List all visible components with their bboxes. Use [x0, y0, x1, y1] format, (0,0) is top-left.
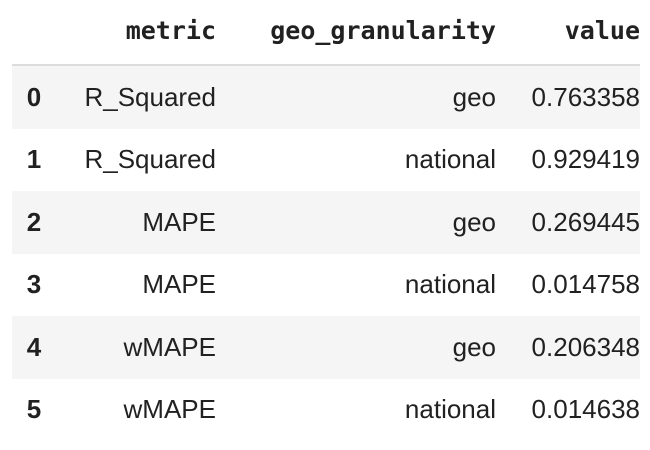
table-row: 4 wMAPE geo 0.206348	[12, 316, 640, 379]
header-geo-granularity: geo_granularity	[216, 0, 496, 66]
header-row: metric geo_granularity value	[12, 0, 640, 66]
table-row: 5 wMAPE national 0.014638	[12, 379, 640, 442]
cell-value: 0.206348	[531, 331, 640, 362]
header-metric: metric	[56, 0, 216, 66]
cell-metric: R_Squared	[84, 81, 216, 112]
row-index: 4	[26, 331, 42, 362]
table-row: 1 R_Squared national 0.929419	[12, 129, 640, 192]
cell-metric: R_Squared	[84, 144, 216, 175]
cell-metric: MAPE	[142, 269, 216, 300]
cell-value: 0.763358	[531, 81, 640, 112]
row-index: 1	[26, 144, 42, 175]
table-row: 0 R_Squared geo 0.763358	[12, 65, 640, 129]
cell-geo-granularity: national	[404, 269, 496, 300]
cell-metric: wMAPE	[123, 394, 216, 425]
cell-geo-granularity: geo	[452, 81, 496, 112]
cell-geo-granularity: geo	[452, 331, 496, 362]
cell-metric: wMAPE	[123, 331, 216, 362]
row-index: 2	[26, 206, 42, 237]
cell-metric: MAPE	[142, 206, 216, 237]
dataframe-table: metric geo_granularity value 0 R_Squared g…	[12, 0, 640, 441]
cell-value: 0.014758	[531, 269, 640, 300]
header-value: value	[496, 0, 640, 66]
header-index	[12, 0, 56, 66]
table-row: 2 MAPE geo 0.269445	[12, 191, 640, 254]
row-index: 3	[26, 269, 42, 300]
cell-value: 0.929419	[531, 144, 640, 175]
row-index: 5	[26, 394, 42, 425]
cell-geo-granularity: geo	[452, 206, 496, 237]
table-row: 3 MAPE national 0.014758	[12, 254, 640, 317]
cell-value: 0.269445	[531, 206, 640, 237]
row-index: 0	[26, 81, 42, 112]
cell-geo-granularity: national	[404, 144, 496, 175]
cell-value: 0.014638	[531, 394, 640, 425]
cell-geo-granularity: national	[404, 394, 496, 425]
